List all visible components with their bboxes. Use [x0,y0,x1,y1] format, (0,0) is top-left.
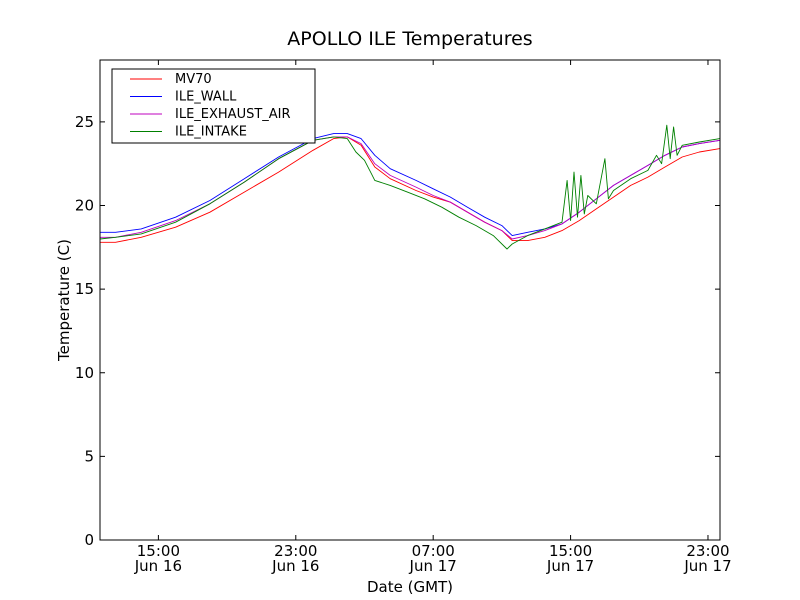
legend-items: MV70 ILE_WALL ILE_EXHAUST_AIR ILE_INTAKE [130,72,291,140]
series-line-ile-intake [99,124,721,250]
x-tick-label-date: Jun 17 [546,557,594,575]
series-layer [99,124,721,250]
x-tick-label-date: Jun 17 [409,557,457,575]
x-tick-label-time: 15:00 [137,542,180,560]
legend-label-ile-intake: ILE_INTAKE [175,125,247,140]
y-tick-label: 20 [75,197,94,215]
x-tick-label-time: 23:00 [274,542,317,560]
y-axis-label: Temperature (C) [55,239,73,362]
legend-label-ile-exhaust-air: ILE_EXHAUST_AIR [175,107,291,122]
x-tick-label-date: Jun 17 [683,557,731,575]
plot-frame [99,59,721,541]
y-tick-label: 5 [84,447,94,465]
legend-box [111,68,316,144]
x-tick-label-date: Jun 16 [134,557,182,575]
x-axis-label: Date (GMT) [367,578,453,596]
chart-title: APOLLO ILE Temperatures [287,28,532,50]
x-tick-label-time: 23:00 [686,542,729,560]
y-tick-label: 25 [75,113,94,131]
legend: MV70 ILE_WALL ILE_EXHAUST_AIR ILE_INTAKE [111,68,316,144]
y-tick-label: 0 [84,531,94,549]
legend-label-ile-wall: ILE_WALL [175,90,237,105]
x-tick-label-date: Jun 16 [271,557,319,575]
legend-label-mv70: MV70 [175,72,212,87]
x-tick-label-time: 15:00 [549,542,592,560]
y-tick-label: 10 [75,364,94,382]
x-tick-label-time: 07:00 [412,542,455,560]
y-tick-label: 15 [75,280,94,298]
